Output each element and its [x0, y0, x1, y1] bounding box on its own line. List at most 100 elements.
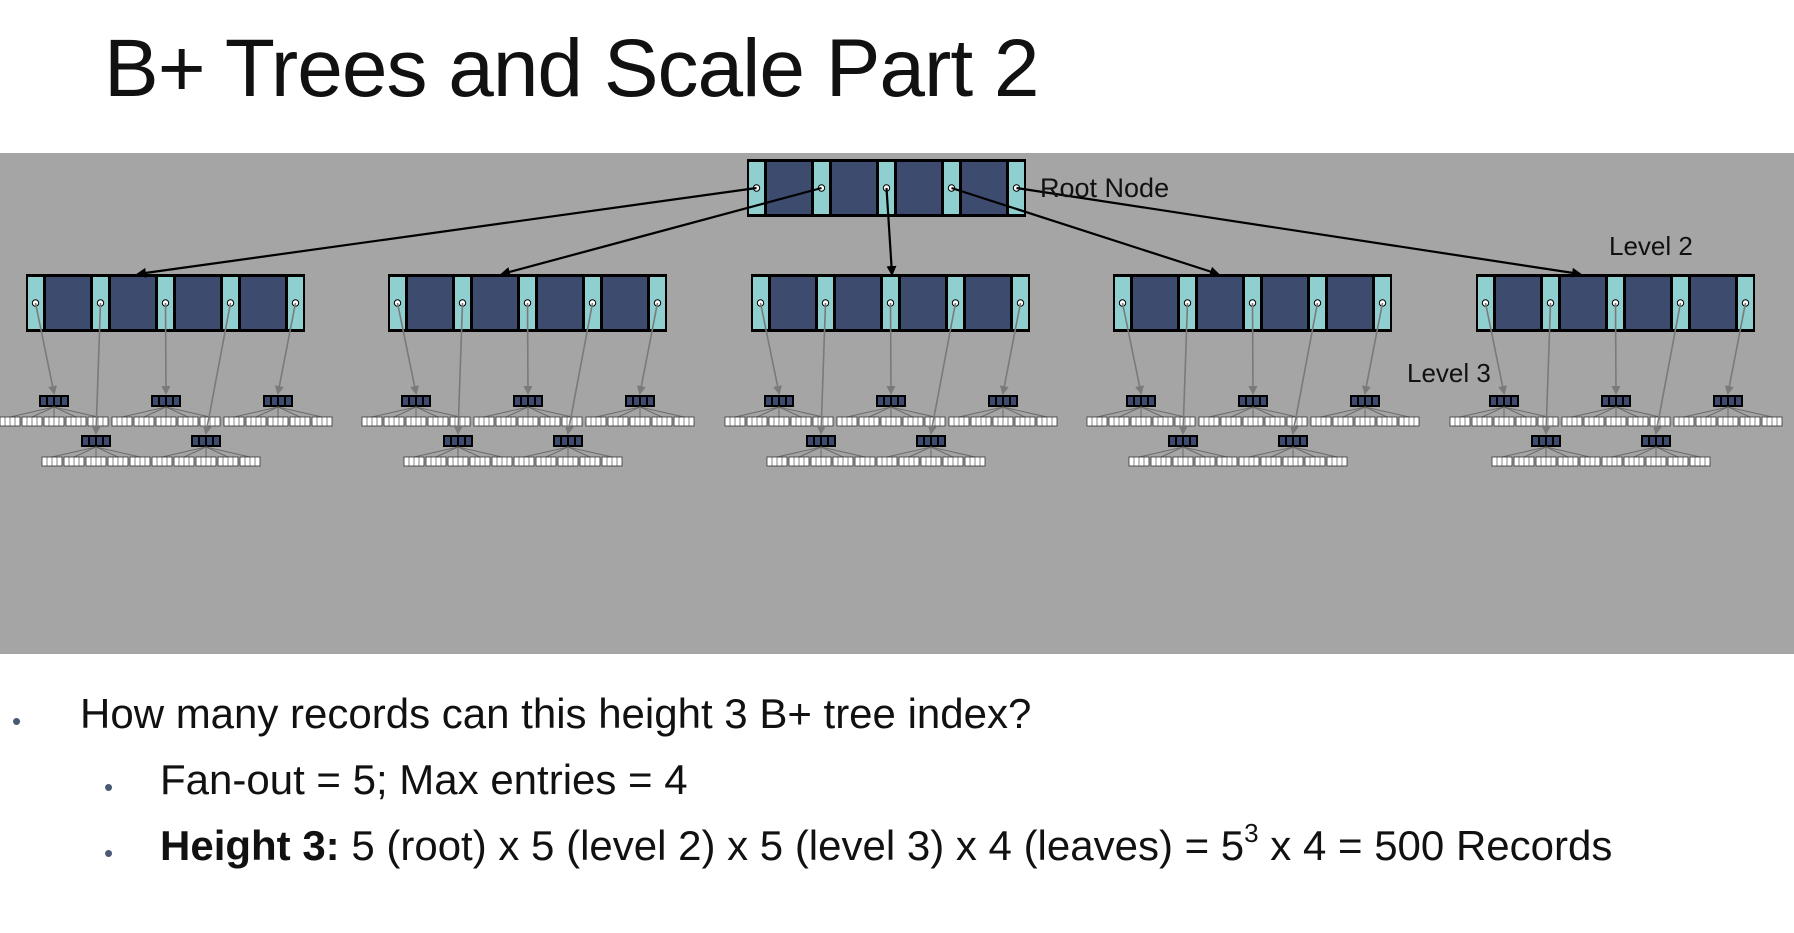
tiny-key-cell [1240, 397, 1245, 405]
level-2-pointer-arrow [886, 302, 896, 395]
tiny-node-frame [443, 435, 473, 447]
leaf-node [766, 456, 788, 467]
tiny-node-frame [513, 395, 543, 407]
level-2-node [1113, 274, 1392, 332]
leaf-link [567, 446, 591, 458]
leaf-node [1128, 456, 1150, 467]
level-2-pointer-arrow [1541, 302, 1552, 435]
leaf-node [561, 416, 583, 427]
leaf-link [1248, 446, 1294, 458]
leaf-node [1471, 416, 1493, 427]
leaf-node [768, 416, 790, 427]
key-cell [1691, 277, 1735, 329]
leaf-link [205, 446, 251, 458]
tiny-key-cell [452, 437, 457, 445]
tiny-key-cell [766, 397, 771, 405]
leaf-node [1689, 456, 1711, 467]
leaf-node [361, 416, 383, 427]
tiny-key-cell [83, 437, 88, 445]
leaf-node [1260, 456, 1282, 467]
tiny-key-cell [286, 397, 291, 405]
tiny-key-cell [1177, 437, 1182, 445]
tiny-key-cell [627, 397, 632, 405]
level-2-pointer-arrow [999, 302, 1022, 395]
level-3-node [876, 395, 906, 407]
leaf-link [639, 406, 663, 418]
leaf-link [435, 446, 459, 458]
leaf-node [21, 416, 43, 427]
leaf-link [277, 406, 323, 418]
tiny-node-frame [39, 395, 69, 407]
leaf-link [1727, 406, 1751, 418]
leaf-node [1108, 416, 1130, 427]
leaf-node [1557, 456, 1579, 467]
height-formula-post: x 4 = 500 Records [1258, 822, 1613, 869]
leaf-link [161, 446, 207, 458]
tiny-key-cell [1715, 397, 1720, 405]
level-3-node [625, 395, 655, 407]
height-formula-pre: 5 (root) x 5 (level 2) x 5 (level 3) x 4… [339, 822, 1245, 869]
leaf-link [1140, 406, 1186, 418]
bullet-height: Height 3: 5 (root) x 5 (level 2) x 5 (le… [160, 820, 1613, 870]
leaf-node [876, 456, 898, 467]
tiny-key-cell [160, 397, 165, 405]
tiny-key-cell [214, 437, 219, 445]
level-3-node [1238, 395, 1268, 407]
tiny-key-cell [48, 397, 53, 405]
leaf-link [980, 406, 1004, 418]
tiny-key-cell [1610, 397, 1615, 405]
level-3-node [553, 435, 583, 447]
tiny-key-cell [576, 437, 581, 445]
root-pointer-arrow [1016, 186, 1582, 278]
level-2-pointer-arrow [453, 302, 464, 435]
tiny-key-cell [55, 397, 60, 405]
leaf-row [513, 446, 623, 467]
key-cell [771, 277, 815, 329]
level-2-label: Level 2 [1609, 231, 1693, 261]
leaf-link [51, 446, 97, 458]
leaf-row [1310, 406, 1420, 427]
leaf-link [868, 406, 892, 418]
leaf-link [776, 446, 822, 458]
leaf-node [473, 416, 495, 427]
leaf-link [413, 446, 459, 458]
level-3-node [39, 395, 69, 407]
leaf-link [1593, 406, 1617, 418]
tiny-node-frame [401, 395, 431, 407]
leaf-link [527, 406, 573, 418]
leaf-link [930, 446, 954, 458]
leaf-node [1695, 416, 1717, 427]
leaf-node [495, 416, 517, 427]
tiny-key-cell [1301, 437, 1306, 445]
leaf-node [1194, 456, 1216, 467]
tiny-key-cell [1149, 397, 1154, 405]
leaf-node [902, 416, 924, 427]
root-pointer-arrow [951, 186, 1220, 277]
leaf-link [73, 446, 97, 458]
leaf-node [1242, 416, 1264, 427]
leaf-link [1320, 406, 1366, 418]
tiny-key-cell [1657, 437, 1662, 445]
leaf-row [111, 406, 221, 427]
tiny-node-frame [1168, 435, 1198, 447]
leaf-row [223, 406, 333, 427]
tiny-node-frame [1126, 395, 1156, 407]
leaf-node [1152, 416, 1174, 427]
leaf-link [930, 446, 976, 458]
tiny-key-cell [417, 397, 422, 405]
leaf-node [1645, 456, 1667, 467]
tiny-key-cell [536, 397, 541, 405]
leaf-link [567, 446, 613, 458]
leaf-node [1220, 416, 1242, 427]
key-cell [1133, 277, 1177, 329]
root-node [747, 159, 1026, 217]
level-3-node [764, 395, 794, 407]
leaf-node [1286, 416, 1308, 427]
leaf-node [427, 416, 449, 427]
tiny-key-cell [1191, 437, 1196, 445]
level-3-node [1713, 395, 1743, 407]
tiny-key-cell [787, 397, 792, 405]
leaf-link [908, 446, 932, 458]
tiny-key-cell [815, 437, 820, 445]
leaf-row [403, 446, 513, 467]
